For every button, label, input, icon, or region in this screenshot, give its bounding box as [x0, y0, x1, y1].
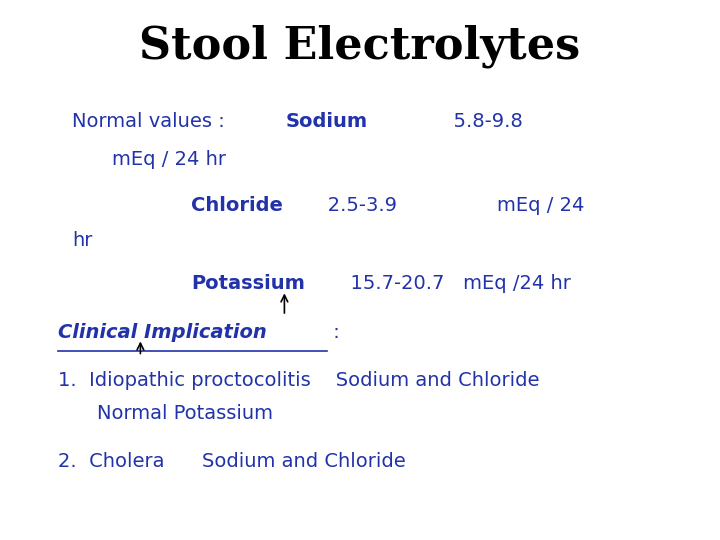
Text: Sodium: Sodium — [285, 112, 367, 131]
Text: Chloride: Chloride — [191, 195, 283, 215]
Text: 1.  Idiopathic proctocolitis    Sodium and Chloride: 1. Idiopathic proctocolitis Sodium and C… — [58, 371, 539, 390]
Text: Stool Electrolytes: Stool Electrolytes — [140, 24, 580, 68]
Text: hr: hr — [72, 231, 92, 250]
Text: mEq / 24 hr: mEq / 24 hr — [112, 150, 225, 169]
Text: Clinical Implication: Clinical Implication — [58, 322, 266, 342]
Text: 2.5-3.9                mEq / 24: 2.5-3.9 mEq / 24 — [310, 195, 585, 215]
Text: 15.7-20.7   mEq /24 hr: 15.7-20.7 mEq /24 hr — [338, 274, 571, 293]
Text: 2.  Cholera      Sodium and Chloride: 2. Cholera Sodium and Chloride — [58, 452, 405, 471]
Text: :: : — [327, 322, 340, 342]
Text: Potassium: Potassium — [191, 274, 305, 293]
Text: 5.8-9.8: 5.8-9.8 — [391, 112, 523, 131]
Text: Normal values :: Normal values : — [72, 112, 238, 131]
Text: Normal Potassium: Normal Potassium — [97, 403, 273, 423]
